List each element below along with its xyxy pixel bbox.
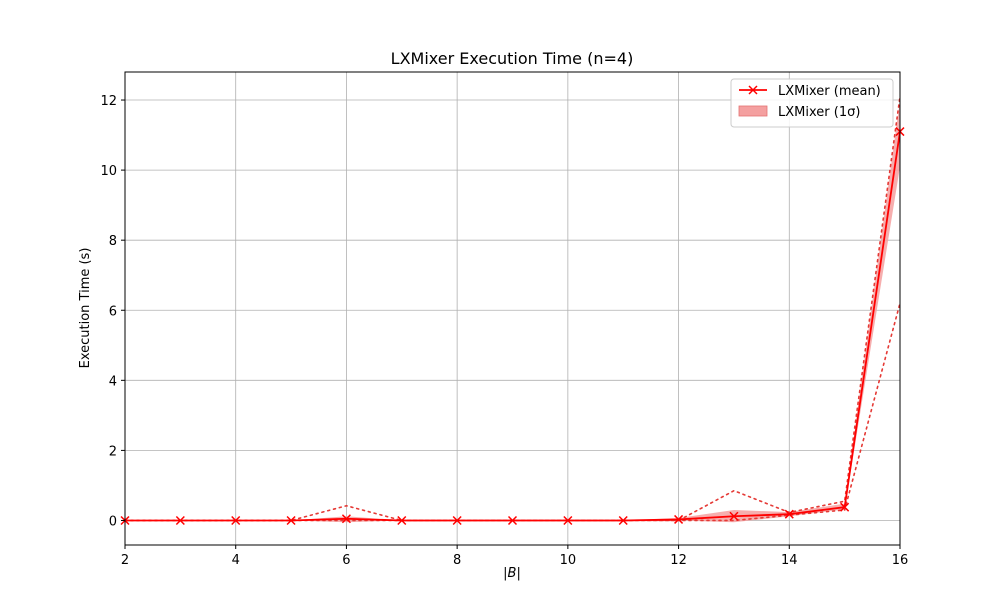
mean-point bbox=[563, 515, 573, 526]
x-tick-label: 14 bbox=[781, 553, 798, 568]
legend-label-mean: LXMixer (mean) bbox=[778, 84, 881, 99]
x-tick-label: 6 bbox=[342, 553, 350, 568]
x-tick-label: 16 bbox=[892, 553, 909, 568]
y-tick-label: 4 bbox=[109, 374, 117, 389]
y-tick-label: 0 bbox=[109, 514, 117, 529]
chart-title: LXMixer Execution Time (n=4) bbox=[391, 49, 634, 68]
y-axis-label: Execution Time (s) bbox=[78, 248, 93, 369]
x-axis-label: |B| bbox=[503, 566, 521, 581]
dotted-line-2 bbox=[124, 302, 901, 522]
mean-line-layer bbox=[120, 127, 905, 526]
x-tick-label: 10 bbox=[560, 553, 577, 568]
mean-point bbox=[674, 514, 684, 524]
x-axis-ticks: 2 4 6 8 10 12 14 16 bbox=[121, 545, 908, 568]
mean-point bbox=[231, 515, 241, 526]
sigma-band bbox=[125, 100, 900, 523]
grid bbox=[124, 72, 901, 545]
x-tick-label: 12 bbox=[670, 553, 687, 568]
x-tick-label: 2 bbox=[121, 553, 129, 568]
y-tick-label: 12 bbox=[100, 94, 117, 109]
mean-point bbox=[286, 515, 296, 526]
legend-label-band: LXMixer (1σ) bbox=[778, 105, 860, 120]
mean-point bbox=[784, 509, 794, 519]
legend-band-swatch-icon bbox=[738, 105, 768, 117]
mean-point bbox=[729, 511, 739, 521]
x-tick-label: 8 bbox=[453, 553, 461, 568]
plot-frame bbox=[124, 71, 901, 546]
dotted-lines-layer bbox=[124, 95, 901, 522]
mean-point bbox=[397, 515, 407, 526]
y-tick-label: 2 bbox=[109, 444, 117, 459]
mean-point bbox=[507, 515, 518, 526]
mean-point bbox=[452, 515, 462, 526]
y-tick-label: 6 bbox=[109, 304, 117, 319]
dotted-line-1 bbox=[124, 95, 901, 522]
y-axis-ticks: 0 2 4 6 8 10 12 bbox=[100, 94, 125, 529]
mean-point bbox=[840, 502, 850, 512]
mean-line bbox=[125, 131, 901, 522]
legend: LXMixer (mean) LXMixer (1σ) bbox=[730, 78, 894, 128]
y-tick-label: 8 bbox=[109, 234, 117, 249]
mean-point bbox=[341, 514, 351, 524]
legend-x-marker-icon bbox=[748, 85, 758, 95]
legend-box bbox=[730, 78, 894, 128]
mean-point bbox=[175, 515, 185, 526]
y-tick-label: 10 bbox=[100, 164, 117, 179]
sigma-band-layer bbox=[125, 100, 900, 523]
mean-point bbox=[618, 515, 628, 526]
x-tick-label: 4 bbox=[232, 553, 240, 568]
